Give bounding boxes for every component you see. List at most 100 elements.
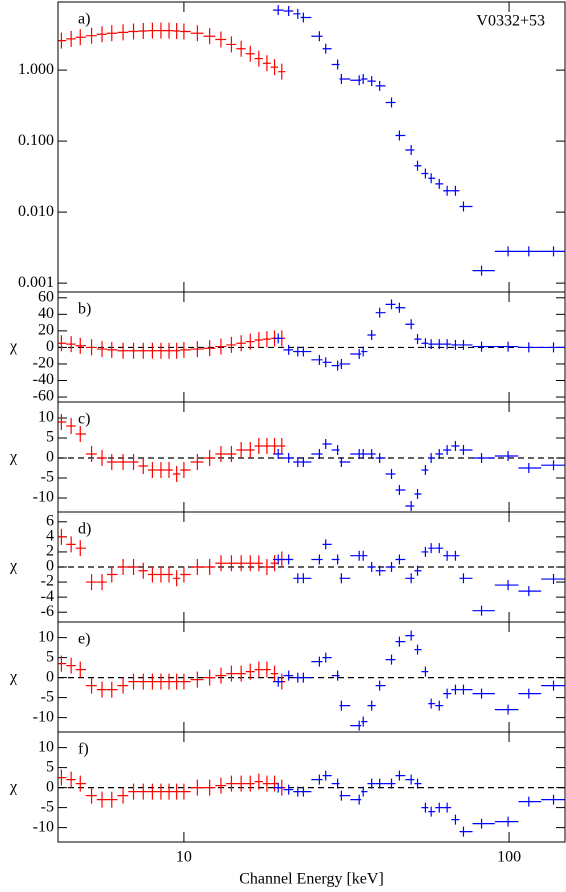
- data-point: [262, 331, 271, 348]
- data-point: [164, 566, 173, 583]
- data-point: [96, 791, 107, 808]
- data-layer: [58, 414, 565, 511]
- y-tick-label: -5: [41, 469, 54, 486]
- data-point: [85, 339, 97, 356]
- y-tick-label: 0: [46, 449, 54, 466]
- data-point: [293, 457, 301, 467]
- data-point: [164, 783, 173, 800]
- data-point: [375, 778, 386, 789]
- data-point: [405, 319, 415, 330]
- data-point: [322, 439, 332, 449]
- data-point: [472, 818, 495, 829]
- data-point: [451, 814, 460, 825]
- data-point: [322, 357, 332, 368]
- data-point: [472, 688, 495, 699]
- data-point: [459, 573, 473, 584]
- data-point: [331, 778, 340, 789]
- data-point: [138, 673, 148, 690]
- data-point: [322, 539, 332, 550]
- data-point: [236, 555, 246, 572]
- data-point: [541, 460, 565, 471]
- data-point: [322, 770, 332, 781]
- data-point: [262, 775, 271, 792]
- data-point: [75, 337, 86, 354]
- data-point: [350, 550, 362, 561]
- data-point: [395, 130, 406, 141]
- data-point: [300, 573, 312, 584]
- data-point: [128, 454, 139, 470]
- data-point: [236, 335, 246, 352]
- data-point: [164, 462, 173, 478]
- data-point: [226, 665, 237, 682]
- data-point: [367, 330, 376, 341]
- data-point: [311, 554, 323, 565]
- data-point: [245, 442, 255, 458]
- data-point: [395, 554, 406, 565]
- y-tick-label: 2: [46, 543, 54, 560]
- data-point: [147, 783, 157, 800]
- data-point: [428, 173, 436, 184]
- data-point: [75, 29, 86, 46]
- y-axis-label: χ: [9, 338, 18, 355]
- y-tick-label: 6: [46, 512, 54, 529]
- data-point: [190, 779, 204, 796]
- data-point: [375, 307, 386, 318]
- data-point: [156, 342, 165, 359]
- data-point: [421, 802, 429, 813]
- data-point: [245, 45, 255, 62]
- data-point: [428, 698, 436, 709]
- data-point: [172, 466, 181, 482]
- data-point: [156, 462, 165, 478]
- y-tick-label: -4: [41, 588, 54, 605]
- data-point: [190, 341, 204, 358]
- data-point: [494, 704, 519, 715]
- data-point: [85, 677, 97, 694]
- data-point: [311, 449, 323, 459]
- data-point: [405, 774, 415, 785]
- data-point: [350, 449, 362, 459]
- y-tick-label: -10: [33, 818, 54, 835]
- data-point: [367, 449, 376, 459]
- data-point: [215, 446, 227, 462]
- data-point: [414, 160, 422, 171]
- data-point: [494, 246, 519, 257]
- data-point: [385, 299, 396, 310]
- data-point: [215, 555, 227, 572]
- data-point: [283, 784, 294, 795]
- annotation: V0332+53: [476, 13, 545, 30]
- data-point: [172, 673, 181, 690]
- data-point: [518, 463, 542, 473]
- data-point: [270, 59, 279, 76]
- data-point: [428, 453, 436, 463]
- data-point: [459, 339, 473, 350]
- data-point: [405, 501, 415, 511]
- data-point: [106, 566, 118, 583]
- data-point: [245, 333, 255, 350]
- panel-label: c): [78, 411, 90, 428]
- data-point: [443, 802, 452, 813]
- y-tick-label: 10: [38, 409, 54, 426]
- data-point: [172, 23, 181, 40]
- data-point: [331, 445, 340, 455]
- data-point: [254, 555, 263, 572]
- data-point: [117, 24, 129, 41]
- data-point: [385, 778, 396, 789]
- data-point: [262, 438, 271, 454]
- data-point: [85, 27, 97, 44]
- data-point: [367, 562, 376, 572]
- data-point: [226, 555, 237, 572]
- data-point: [339, 790, 351, 801]
- data-point: [518, 688, 542, 699]
- data-point: [428, 806, 436, 817]
- data-point: [262, 661, 271, 678]
- data-point: [262, 559, 271, 575]
- data-point: [405, 573, 415, 584]
- data-point: [147, 462, 157, 478]
- data-point: [361, 550, 368, 561]
- data-point: [385, 562, 396, 572]
- data-point: [541, 246, 565, 257]
- data-point: [270, 555, 279, 572]
- panel-label: d): [78, 521, 91, 538]
- data-point: [414, 489, 422, 499]
